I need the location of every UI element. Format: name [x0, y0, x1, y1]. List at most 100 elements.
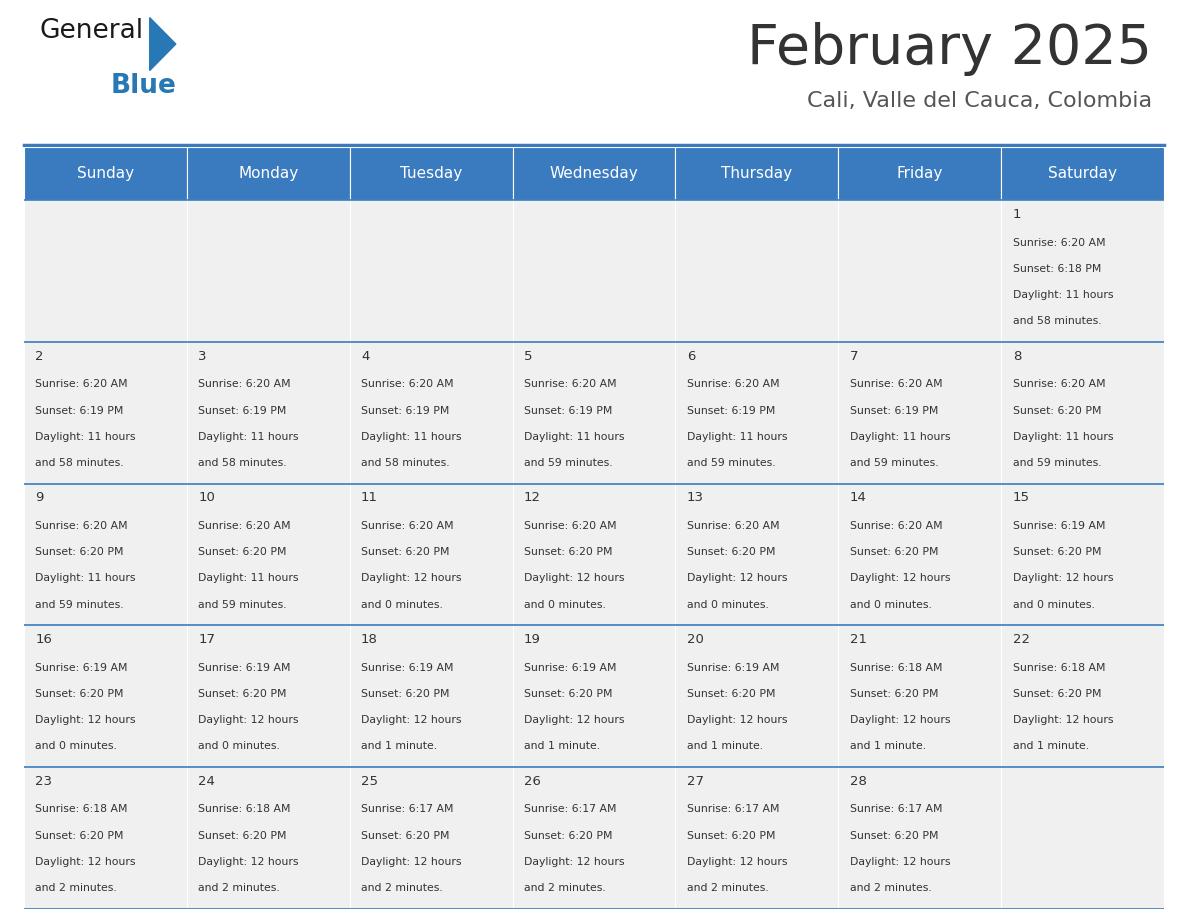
Text: 18: 18: [361, 633, 378, 646]
Text: 11: 11: [361, 491, 378, 504]
FancyBboxPatch shape: [1001, 147, 1164, 200]
FancyBboxPatch shape: [187, 767, 349, 909]
Text: Sunrise: 6:17 AM: Sunrise: 6:17 AM: [524, 804, 617, 814]
Text: Sunset: 6:19 PM: Sunset: 6:19 PM: [36, 406, 124, 416]
Text: 6: 6: [687, 350, 695, 363]
Text: Sunday: Sunday: [77, 166, 134, 181]
Text: Sunset: 6:20 PM: Sunset: 6:20 PM: [849, 831, 939, 841]
Text: Daylight: 12 hours: Daylight: 12 hours: [36, 856, 135, 867]
FancyBboxPatch shape: [1001, 767, 1164, 909]
FancyBboxPatch shape: [512, 484, 676, 625]
Text: Sunset: 6:20 PM: Sunset: 6:20 PM: [198, 831, 286, 841]
Text: Daylight: 11 hours: Daylight: 11 hours: [36, 431, 135, 442]
Text: 15: 15: [1012, 491, 1030, 504]
Text: and 59 minutes.: and 59 minutes.: [524, 458, 613, 468]
FancyBboxPatch shape: [839, 625, 1001, 767]
Text: Daylight: 11 hours: Daylight: 11 hours: [524, 431, 625, 442]
Text: and 1 minute.: and 1 minute.: [1012, 742, 1089, 752]
Text: and 0 minutes.: and 0 minutes.: [36, 742, 118, 752]
Text: 2: 2: [36, 350, 44, 363]
FancyBboxPatch shape: [1001, 341, 1164, 484]
Text: Sunset: 6:20 PM: Sunset: 6:20 PM: [1012, 689, 1101, 699]
FancyBboxPatch shape: [1001, 200, 1164, 341]
Text: Sunset: 6:20 PM: Sunset: 6:20 PM: [36, 831, 124, 841]
Text: and 0 minutes.: and 0 minutes.: [687, 599, 769, 610]
Text: Sunrise: 6:17 AM: Sunrise: 6:17 AM: [849, 804, 942, 814]
Text: 8: 8: [1012, 350, 1022, 363]
FancyBboxPatch shape: [349, 484, 512, 625]
Text: General: General: [39, 17, 144, 44]
Text: Daylight: 11 hours: Daylight: 11 hours: [849, 431, 950, 442]
Text: and 59 minutes.: and 59 minutes.: [849, 458, 939, 468]
FancyBboxPatch shape: [676, 341, 839, 484]
Text: 26: 26: [524, 775, 541, 788]
Text: Daylight: 12 hours: Daylight: 12 hours: [687, 856, 788, 867]
Text: and 2 minutes.: and 2 minutes.: [361, 883, 443, 893]
Text: Sunrise: 6:20 AM: Sunrise: 6:20 AM: [361, 379, 454, 389]
FancyBboxPatch shape: [839, 147, 1001, 200]
Text: 7: 7: [849, 350, 858, 363]
FancyBboxPatch shape: [676, 147, 839, 200]
Text: Sunset: 6:20 PM: Sunset: 6:20 PM: [849, 689, 939, 699]
FancyBboxPatch shape: [676, 625, 839, 767]
Polygon shape: [150, 17, 176, 71]
Text: 23: 23: [36, 775, 52, 788]
Text: Sunrise: 6:18 AM: Sunrise: 6:18 AM: [1012, 663, 1105, 673]
Text: Sunrise: 6:19 AM: Sunrise: 6:19 AM: [36, 663, 127, 673]
Text: 13: 13: [687, 491, 703, 504]
FancyBboxPatch shape: [187, 147, 349, 200]
Text: Daylight: 11 hours: Daylight: 11 hours: [687, 431, 788, 442]
Text: and 0 minutes.: and 0 minutes.: [524, 599, 606, 610]
FancyBboxPatch shape: [349, 341, 512, 484]
Text: Daylight: 12 hours: Daylight: 12 hours: [198, 856, 298, 867]
Text: 21: 21: [849, 633, 867, 646]
FancyBboxPatch shape: [839, 200, 1001, 341]
Text: and 2 minutes.: and 2 minutes.: [849, 883, 931, 893]
Text: Sunset: 6:20 PM: Sunset: 6:20 PM: [524, 831, 613, 841]
Text: Sunset: 6:20 PM: Sunset: 6:20 PM: [687, 831, 776, 841]
Text: Sunset: 6:20 PM: Sunset: 6:20 PM: [849, 547, 939, 557]
Text: Daylight: 12 hours: Daylight: 12 hours: [687, 715, 788, 725]
Text: Sunrise: 6:20 AM: Sunrise: 6:20 AM: [849, 379, 942, 389]
Text: and 2 minutes.: and 2 minutes.: [36, 883, 116, 893]
Text: Sunset: 6:18 PM: Sunset: 6:18 PM: [1012, 263, 1101, 274]
FancyBboxPatch shape: [512, 147, 676, 200]
Text: Sunset: 6:20 PM: Sunset: 6:20 PM: [524, 689, 613, 699]
Text: 25: 25: [361, 775, 378, 788]
Text: and 58 minutes.: and 58 minutes.: [1012, 317, 1101, 326]
FancyBboxPatch shape: [349, 625, 512, 767]
FancyBboxPatch shape: [676, 200, 839, 341]
Text: 10: 10: [198, 491, 215, 504]
Text: Daylight: 12 hours: Daylight: 12 hours: [524, 856, 625, 867]
Text: Sunrise: 6:20 AM: Sunrise: 6:20 AM: [1012, 379, 1105, 389]
Text: Sunset: 6:20 PM: Sunset: 6:20 PM: [524, 547, 613, 557]
FancyBboxPatch shape: [349, 147, 512, 200]
FancyBboxPatch shape: [512, 200, 676, 341]
Text: and 2 minutes.: and 2 minutes.: [524, 883, 606, 893]
Text: and 0 minutes.: and 0 minutes.: [849, 599, 931, 610]
Text: and 1 minute.: and 1 minute.: [361, 742, 437, 752]
FancyBboxPatch shape: [187, 341, 349, 484]
Text: and 0 minutes.: and 0 minutes.: [361, 599, 443, 610]
Text: and 2 minutes.: and 2 minutes.: [687, 883, 769, 893]
Text: Sunrise: 6:19 AM: Sunrise: 6:19 AM: [361, 663, 454, 673]
Text: Blue: Blue: [110, 73, 176, 99]
Text: Sunrise: 6:17 AM: Sunrise: 6:17 AM: [361, 804, 454, 814]
Text: Daylight: 12 hours: Daylight: 12 hours: [849, 574, 950, 584]
Text: Sunset: 6:20 PM: Sunset: 6:20 PM: [36, 547, 124, 557]
Text: 28: 28: [849, 775, 867, 788]
Text: 17: 17: [198, 633, 215, 646]
FancyBboxPatch shape: [676, 767, 839, 909]
FancyBboxPatch shape: [24, 625, 187, 767]
Text: 22: 22: [1012, 633, 1030, 646]
Text: 9: 9: [36, 491, 44, 504]
Text: Sunrise: 6:20 AM: Sunrise: 6:20 AM: [361, 521, 454, 531]
FancyBboxPatch shape: [24, 767, 187, 909]
FancyBboxPatch shape: [24, 484, 187, 625]
FancyBboxPatch shape: [24, 147, 187, 200]
FancyBboxPatch shape: [349, 767, 512, 909]
Text: Sunset: 6:20 PM: Sunset: 6:20 PM: [687, 689, 776, 699]
Text: Sunrise: 6:19 AM: Sunrise: 6:19 AM: [524, 663, 617, 673]
Text: 12: 12: [524, 491, 541, 504]
Text: Daylight: 12 hours: Daylight: 12 hours: [1012, 574, 1113, 584]
